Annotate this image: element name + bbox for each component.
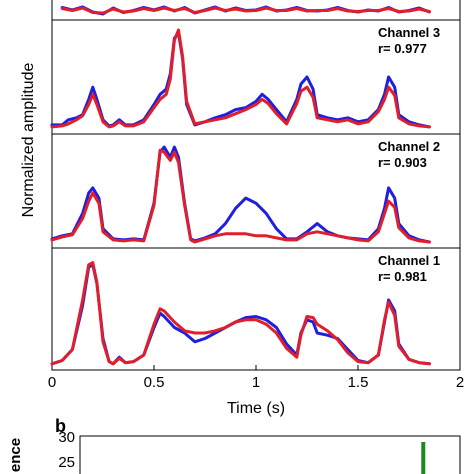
panel-b-bars xyxy=(421,442,426,474)
panel-b-bar xyxy=(421,442,426,474)
x-tick-labels: 0 0.5 1 1.5 2 xyxy=(48,365,464,391)
red-series-line xyxy=(50,28,431,129)
correlation-label: r= 0.903 xyxy=(378,155,427,170)
panel-3: Channel 1r= 0.981 xyxy=(50,247,461,371)
blue-series-line xyxy=(50,145,431,244)
panel-2: Channel 2r= 0.903 xyxy=(50,133,461,249)
panel-b-letter: b xyxy=(55,416,66,436)
red-series-line xyxy=(50,148,431,244)
red-series-line xyxy=(60,6,431,15)
panel-b-ytick-25: 25 xyxy=(58,454,75,471)
panel-b-ytick-30: 30 xyxy=(58,429,75,446)
panel-0 xyxy=(51,0,461,21)
x-tick-label: 0.5 xyxy=(144,374,165,391)
x-tick-label: 1.5 xyxy=(348,374,369,391)
channel-label: Channel 1 xyxy=(378,253,440,268)
x-tick-label: 2 xyxy=(456,374,464,391)
x-tick-label: 0 xyxy=(48,374,56,391)
correlation-label: r= 0.977 xyxy=(378,41,427,56)
blue-series-line xyxy=(50,263,431,366)
x-tick-label: 1 xyxy=(252,374,260,391)
panel-1: Channel 3r= 0.977 xyxy=(50,19,461,135)
panel-b-frame xyxy=(79,435,461,474)
panel-b-y-axis-label: ence xyxy=(7,438,24,472)
channel-label: Channel 2 xyxy=(378,139,440,154)
panel-b: b 30 25 ence xyxy=(7,416,461,474)
x-axis-label: Time (s) xyxy=(227,400,285,417)
correlation-label: r= 0.981 xyxy=(378,269,427,284)
y-axis-label: Normalized amplitude xyxy=(20,63,37,218)
red-series-line xyxy=(50,261,431,366)
channel-label: Channel 3 xyxy=(378,25,440,40)
